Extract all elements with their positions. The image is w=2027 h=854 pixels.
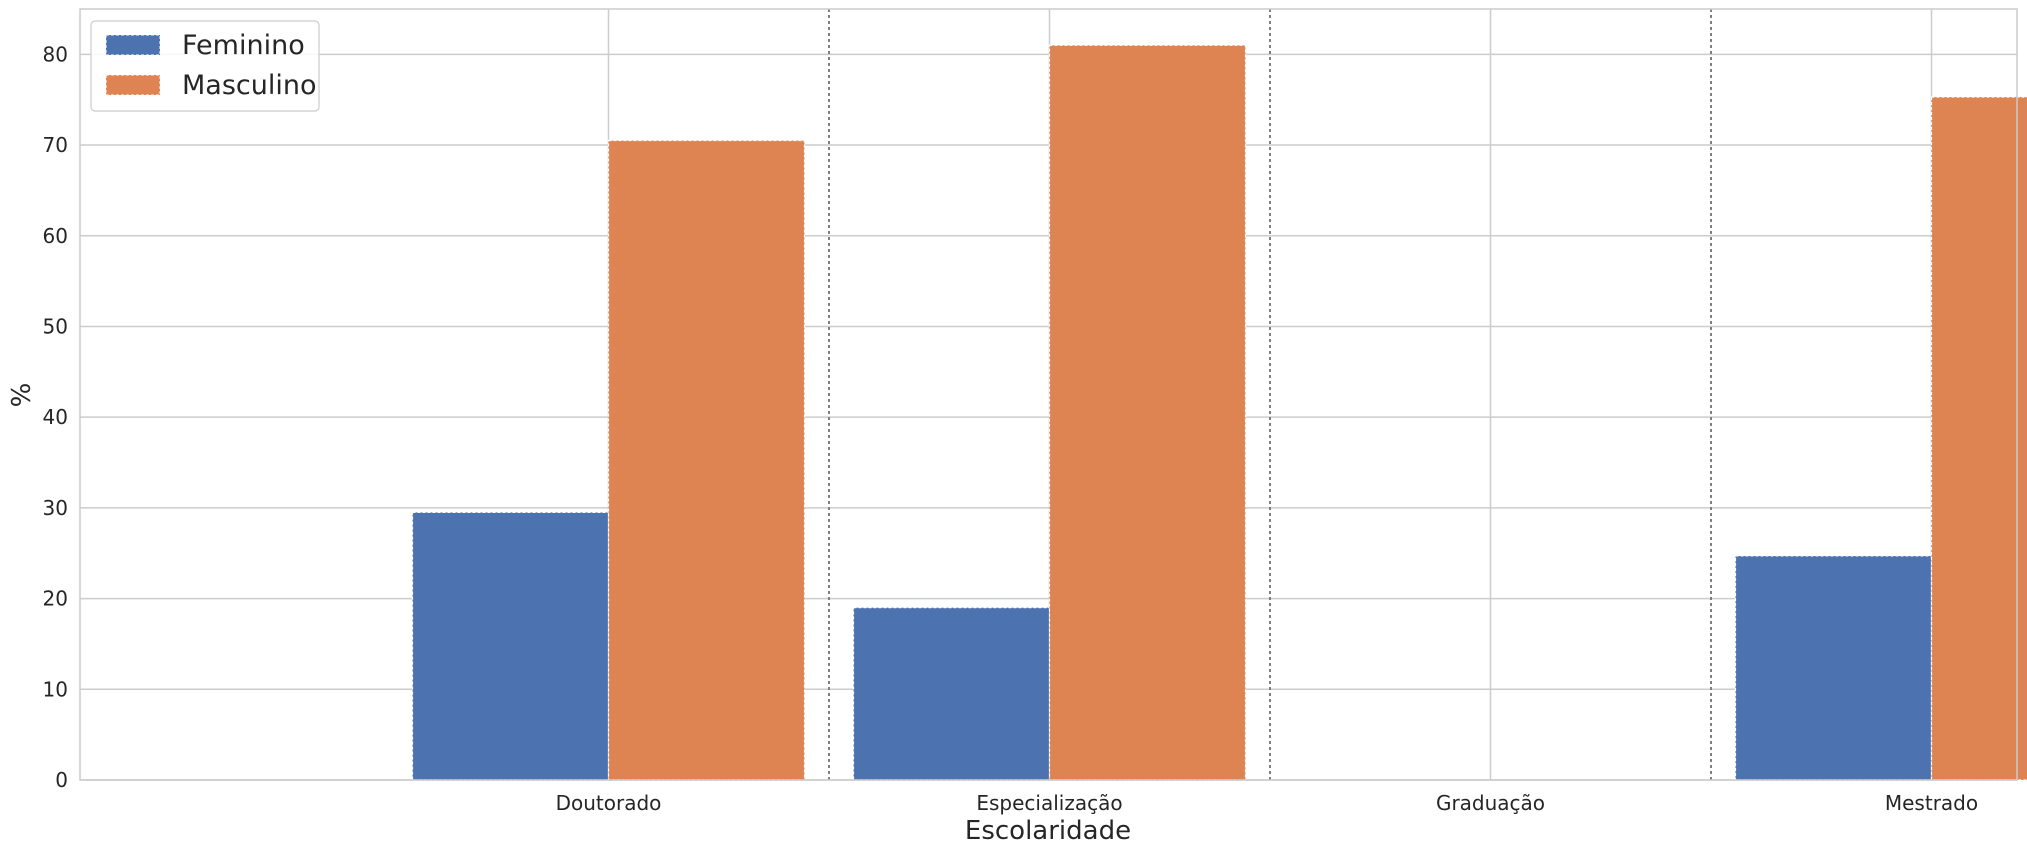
y-tick-label: 40 [43,405,68,429]
bar-masculino-1 [1048,44,1247,781]
x-tick-label: Mestrado [1885,791,1978,815]
legend-swatch-masculino [105,74,161,96]
legend: Feminino Masculino [90,20,320,112]
y-axis-title: % [7,383,37,408]
y-tick-label: 0 [55,768,68,792]
y-tick-label: 20 [43,587,68,611]
y-tick-labels: 0 10 20 30 40 50 60 70 80 [43,42,68,792]
category-separators [828,9,1712,780]
bar-masculino-0 [607,139,806,781]
x-tick-label: Especialização [976,791,1122,815]
x-tick-label: Graduação [1436,791,1545,815]
bar-feminino-0 [411,511,610,781]
x-tick-labels: Doutorado Especialização Graduação Mestrado [556,791,1979,815]
bars [411,44,2027,781]
legend-label-feminino: Feminino [182,30,305,61]
y-tick-label: 30 [43,496,68,520]
y-tick-label: 80 [43,42,68,66]
x-axis-title: Escolaridade [965,816,1131,846]
legend-swatch-feminino [105,34,161,56]
y-tick-label: 70 [43,133,68,157]
legend-label-masculino: Masculino [182,70,317,101]
y-tick-label: 50 [43,314,68,338]
plot-frame [79,8,2018,781]
x-tick-label: Doutorado [556,791,662,815]
y-tick-label: 60 [43,224,68,248]
bar-masculino-3 [1930,96,2027,781]
bar-feminino-3 [1734,555,1933,781]
bar-feminino-1 [852,607,1051,781]
y-tick-label: 10 [43,677,68,701]
